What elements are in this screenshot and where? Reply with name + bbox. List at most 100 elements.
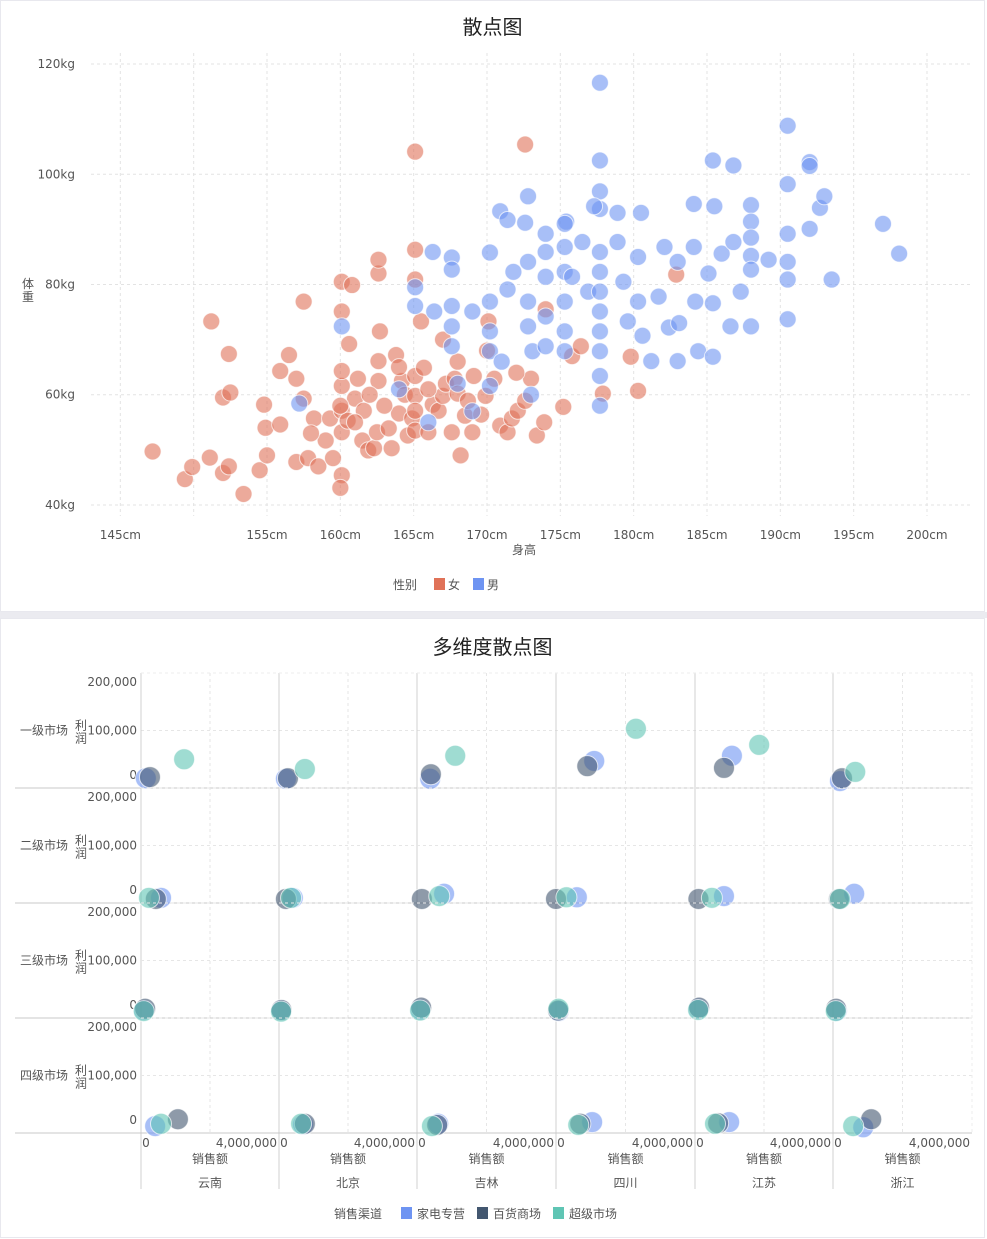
legend-item-swatch[interactable] xyxy=(473,578,484,590)
legend-item-label[interactable]: 男 xyxy=(487,578,499,592)
column-label: 四川 xyxy=(613,1176,637,1190)
y-tick-label: 80kg xyxy=(45,278,75,292)
data-point-female xyxy=(346,413,364,432)
data-point-female xyxy=(221,383,240,402)
data-point-female xyxy=(375,396,394,415)
data-point-male xyxy=(536,307,555,326)
legend-item-label[interactable]: 百货商场 xyxy=(493,1206,541,1221)
data-point-male xyxy=(742,260,760,279)
data-point-male xyxy=(442,260,461,279)
x-tick-label: 195cm xyxy=(833,528,874,542)
data-point-department xyxy=(576,755,599,778)
data-point-female xyxy=(219,457,238,476)
legend-item-swatch[interactable] xyxy=(477,1207,488,1219)
panel-divider xyxy=(0,612,987,618)
y-tick-label: 200,000 xyxy=(87,790,137,804)
data-point-female xyxy=(406,401,425,420)
data-point-female xyxy=(343,276,362,295)
data-point-female xyxy=(294,292,313,311)
data-point-female xyxy=(621,347,640,366)
data-point-female xyxy=(507,363,526,382)
data-point-female xyxy=(412,312,430,331)
data-point-female xyxy=(200,448,219,467)
data-point-male xyxy=(419,413,438,432)
data-point-male xyxy=(480,322,499,341)
x-tick-label: 0 xyxy=(142,1136,150,1150)
data-point-male xyxy=(519,252,538,271)
data-point-male xyxy=(590,342,609,361)
y-tick-label: 40kg xyxy=(45,498,75,512)
data-point-supermarket xyxy=(704,1112,727,1135)
data-point-female xyxy=(258,446,276,465)
data-point-supermarket xyxy=(567,1113,590,1136)
data-point-female xyxy=(183,457,202,476)
column-label: 吉林 xyxy=(474,1176,498,1190)
data-point-male xyxy=(590,262,609,281)
data-point-female xyxy=(448,352,467,371)
x-tick-label: 4,000,000 xyxy=(909,1136,970,1150)
data-point-supermarket xyxy=(700,886,723,909)
data-point-male xyxy=(555,214,574,233)
data-point-male xyxy=(703,294,722,313)
data-point-male xyxy=(555,322,574,341)
data-point-male xyxy=(498,211,517,230)
x-tick-label: 155cm xyxy=(246,528,287,542)
x-tick-label: 0 xyxy=(557,1136,565,1150)
data-point-male xyxy=(519,187,538,206)
data-point-male xyxy=(670,314,689,333)
column-label: 浙江 xyxy=(890,1176,914,1190)
data-point-male xyxy=(629,292,648,311)
data-point-male xyxy=(778,175,797,194)
y-tick-label: 200,000 xyxy=(87,1020,137,1034)
legend-item-label[interactable]: 女 xyxy=(448,577,460,592)
data-point-female xyxy=(324,449,342,468)
data-point-female xyxy=(219,344,238,363)
data-point-male xyxy=(480,243,499,262)
y-tick-label: 0 xyxy=(129,1113,137,1127)
data-point-male xyxy=(731,282,750,301)
data-point-female xyxy=(202,312,221,331)
chart-title: 多维度散点图 xyxy=(432,635,553,659)
data-point-female xyxy=(369,352,388,371)
data-point-supermarket xyxy=(624,717,647,740)
x-tick-label: 4,000,000 xyxy=(632,1136,693,1150)
y-axis-title: 润 xyxy=(75,732,87,746)
data-point-male xyxy=(590,151,609,170)
legend-item-swatch[interactable] xyxy=(553,1207,564,1219)
x-tick-label: 190cm xyxy=(760,528,801,542)
data-point-female xyxy=(348,369,367,388)
data-point-supermarket xyxy=(687,998,710,1021)
data-point-male xyxy=(536,224,555,243)
data-point-female xyxy=(554,397,573,416)
legend-item-swatch[interactable] xyxy=(434,578,445,590)
data-point-male xyxy=(705,197,724,216)
y-tick-label: 100,000 xyxy=(87,1069,137,1083)
y-tick-label: 200,000 xyxy=(87,675,137,689)
legend-item-swatch[interactable] xyxy=(401,1207,412,1219)
data-point-male xyxy=(332,317,351,336)
data-point-department xyxy=(419,763,442,786)
data-point-female xyxy=(332,362,351,381)
data-point-department xyxy=(138,766,161,789)
y-axis-title: 利 xyxy=(75,719,87,733)
data-point-male xyxy=(590,73,609,92)
data-point-male xyxy=(629,247,648,266)
legend-item-label[interactable]: 超级市场 xyxy=(569,1206,617,1221)
data-point-male xyxy=(822,270,841,289)
data-point-male xyxy=(590,242,609,261)
data-point-male xyxy=(590,302,609,321)
y-axis-title: 利 xyxy=(75,949,87,963)
data-point-male xyxy=(684,238,703,257)
y-axis-title: 利 xyxy=(75,834,87,848)
data-point-male xyxy=(536,337,555,356)
data-point-male xyxy=(406,278,425,297)
data-point-female xyxy=(369,250,388,269)
x-axis-title: 销售额 xyxy=(607,1151,643,1166)
data-point-female xyxy=(143,442,162,461)
data-point-supermarket xyxy=(844,760,867,783)
data-point-department xyxy=(712,756,735,779)
data-point-supermarket xyxy=(842,1115,865,1138)
legend-item-label[interactable]: 家电专营 xyxy=(417,1206,465,1221)
data-point-female xyxy=(331,478,350,497)
